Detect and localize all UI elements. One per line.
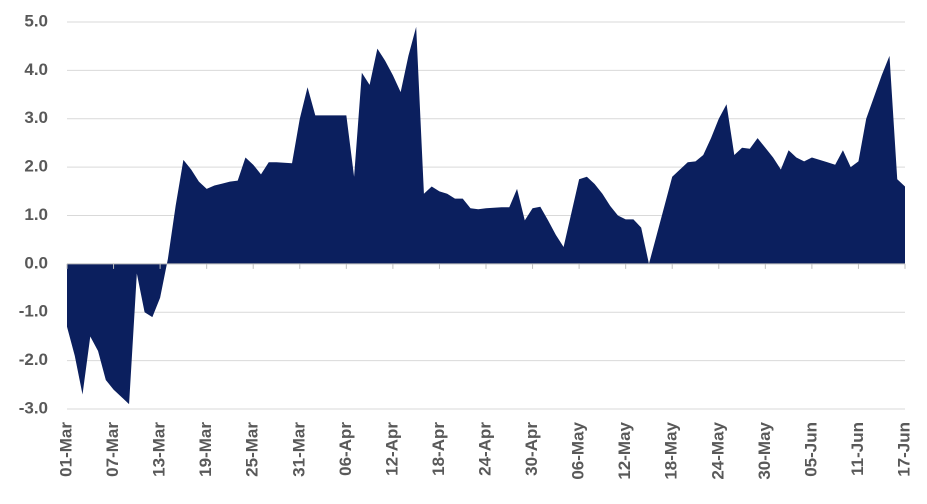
x-tick-label: 31-Mar	[289, 422, 308, 477]
y-tick-label: -1.0	[19, 302, 48, 321]
y-tick-label: 4.0	[24, 60, 48, 79]
x-tick-label: 05-Jun	[801, 422, 820, 477]
x-tick-label: 11-Jun	[848, 422, 867, 476]
x-tick-label: 18-Apr	[429, 422, 448, 476]
y-tick-label: 0.0	[24, 253, 48, 272]
x-tick-label: 13-Mar	[150, 422, 169, 477]
x-tick-label: 30-Apr	[522, 422, 541, 476]
x-tick-label: 06-Apr	[336, 422, 355, 476]
x-tick-label: 25-Mar	[243, 422, 262, 477]
x-tick-label: 12-Apr	[382, 422, 401, 476]
x-tick-label: 12-May	[615, 421, 634, 479]
y-tick-label: 3.0	[24, 108, 48, 127]
y-tick-label: -2.0	[19, 350, 48, 369]
x-tick-label: 24-May	[708, 421, 727, 479]
y-tick-label: 5.0	[24, 11, 48, 30]
x-tick-label: 19-Mar	[196, 422, 215, 477]
x-tick-label: 06-May	[569, 421, 588, 479]
y-tick-label: 2.0	[24, 157, 48, 176]
area	[67, 26, 905, 405]
x-tick-label: 07-Mar	[103, 422, 122, 477]
x-tick-label: 24-Apr	[475, 422, 494, 476]
x-tick-label: 18-May	[662, 421, 681, 479]
x-tick-label: 01-Mar	[56, 422, 75, 477]
x-tick-label: 30-May	[755, 421, 774, 479]
x-tick-label: 17-Jun	[894, 422, 913, 477]
y-tick-label: 1.0	[24, 205, 48, 224]
y-tick-label: -3.0	[19, 398, 48, 417]
